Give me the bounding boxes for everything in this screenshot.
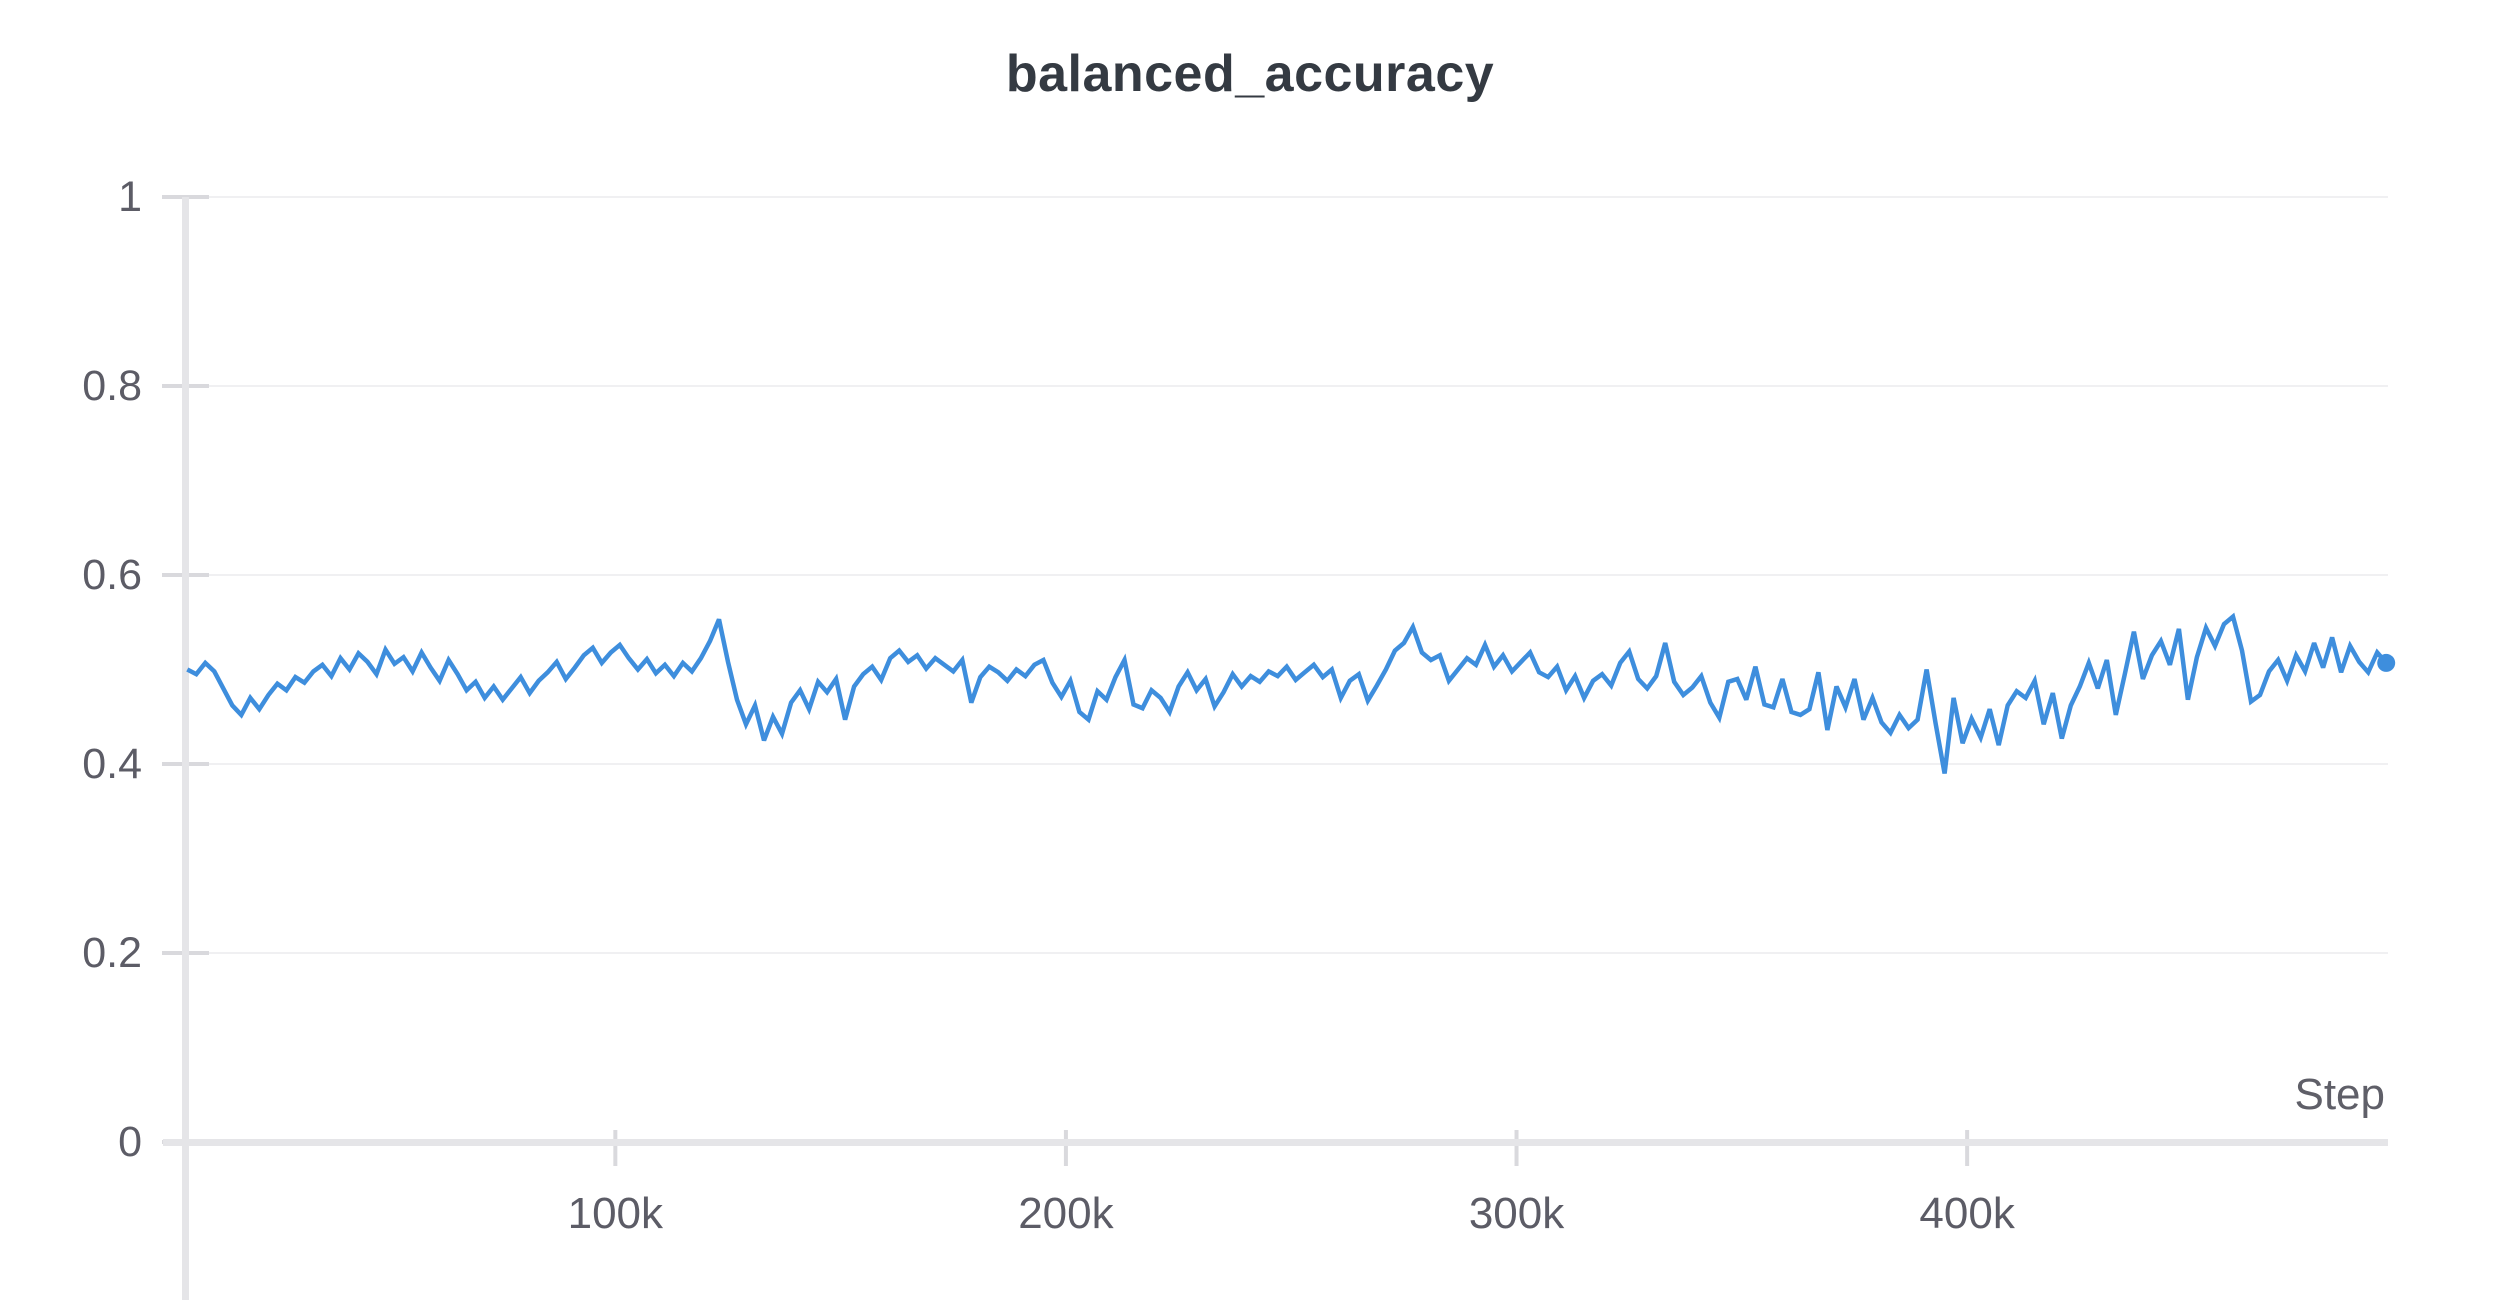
chart-title: balanced_accuracy — [1005, 45, 1495, 103]
x-tick — [1063, 1130, 1068, 1166]
x-axis-label: 300k — [1468, 1189, 1565, 1238]
x-axis-label: 200k — [1018, 1189, 1114, 1238]
y-axis-label: 1 — [118, 173, 142, 221]
x-tick — [1514, 1130, 1519, 1166]
y-axis-line — [182, 197, 189, 1300]
x-axis-label: 400k — [1919, 1189, 2015, 1238]
metric-line — [186, 612, 2388, 774]
x-axis-title: Step — [2294, 1070, 2385, 1119]
y-axis-label: 0.2 — [82, 929, 142, 977]
x-tick — [613, 1130, 618, 1166]
y-axis-label: 0 — [118, 1118, 142, 1166]
y-axis-label: 0.4 — [82, 740, 142, 788]
y-axis-label: 0.8 — [82, 362, 142, 410]
x-tick — [1965, 1130, 1970, 1166]
y-axis-label: 0.6 — [82, 551, 142, 599]
line-end-dot — [2377, 653, 2396, 672]
x-axis-line — [163, 1139, 2388, 1146]
x-axis-label: 100k — [567, 1189, 664, 1238]
